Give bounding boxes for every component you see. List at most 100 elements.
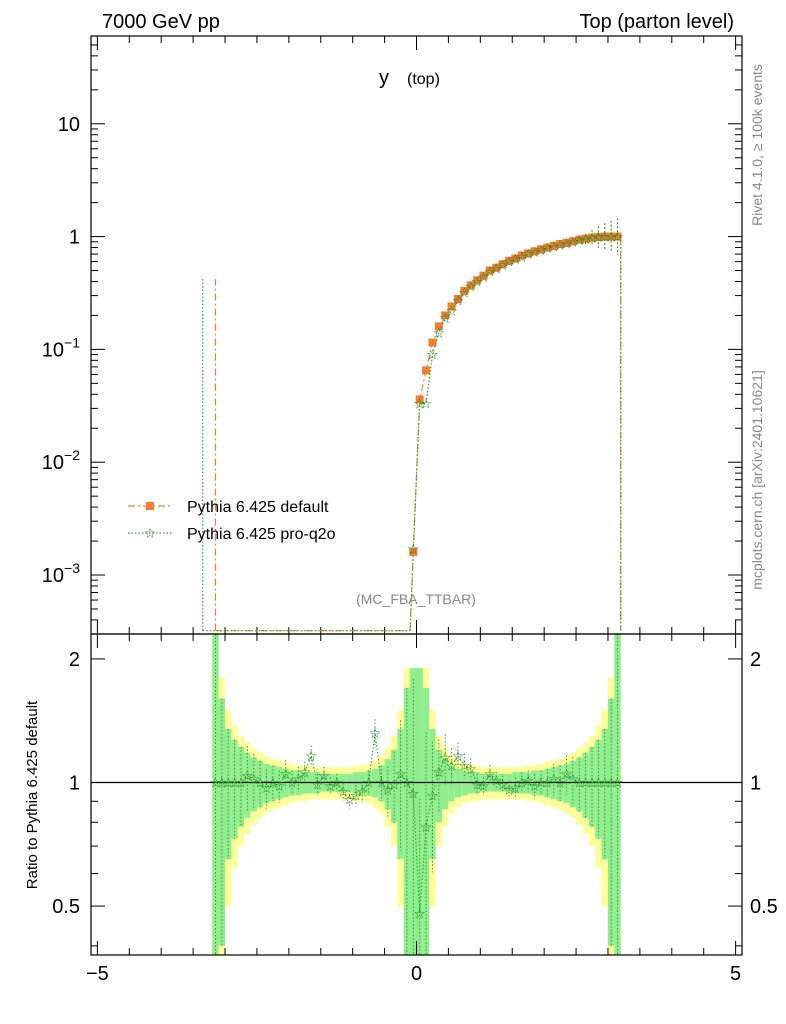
ratio-band-inner: [250, 757, 257, 812]
ratio-xtick-label: 0: [411, 963, 422, 985]
ratio-band-inner: [422, 687, 430, 955]
ratio-point: ☆: [394, 766, 407, 782]
series-point-default: [556, 239, 565, 248]
ratio-point: ☆: [445, 758, 458, 774]
ratio-point: ☆: [222, 774, 235, 790]
series-point-proq2o: ☆: [464, 279, 477, 295]
ratio-band-inner: [390, 749, 398, 823]
series-point-proq2o: ☆: [477, 269, 490, 285]
ratio-point: ☆: [611, 774, 624, 790]
ratio-point: ☆: [573, 774, 586, 790]
ratio-point: ☆: [356, 784, 369, 800]
ratio-point: ☆: [439, 750, 452, 766]
ratio-point: ☆: [567, 771, 580, 787]
main-ytick-label: 10: [58, 114, 80, 136]
ratio-point: ☆: [496, 776, 509, 792]
main-series: ☆☆☆☆☆☆☆☆☆☆☆☆☆☆☆☆☆☆☆☆☆☆☆☆☆☆☆☆☆☆☆☆☆: [202, 218, 624, 632]
ratio-point: ☆: [267, 774, 280, 790]
series-point-default: [409, 547, 418, 556]
ratio-point: ☆: [292, 771, 305, 787]
series-point-default: [485, 266, 494, 275]
ratio-point: ☆: [554, 774, 567, 790]
series-point-default: [613, 232, 622, 241]
legend-label-proq2o: Pythia 6.425 pro-q2o: [187, 526, 336, 543]
legend: Pythia 6.425 default ☆ Pythia 6.425 pro-…: [128, 499, 336, 543]
series-point-proq2o: ☆: [547, 238, 560, 254]
ratio-point: ☆: [458, 758, 471, 774]
series-point-default: [453, 294, 462, 303]
main-title-sub: (top): [407, 71, 440, 88]
ratio-xtick-label: 5: [730, 963, 741, 985]
main-ytick-label: 10−3: [42, 560, 80, 587]
ratio-band-inner: [212, 634, 219, 955]
ratio-point: ☆: [254, 774, 267, 790]
process-label: Top (parton level): [579, 11, 734, 33]
series-point-default: [428, 338, 437, 347]
ratio-point: ☆: [535, 774, 548, 790]
series-point-proq2o: ☆: [509, 251, 522, 267]
ratio-point: ☆: [426, 787, 439, 803]
ratio-point: ☆: [560, 766, 573, 782]
series-line-1: [409, 235, 618, 631]
analysis-watermark: (MC_FBA_TTBAR): [356, 591, 476, 607]
ratio-point: ☆: [241, 768, 254, 784]
ratio-point: ☆: [401, 774, 414, 790]
ratio-point: ☆: [388, 776, 401, 792]
ratio-point: ☆: [516, 774, 529, 790]
ratio-point: ☆: [477, 778, 490, 794]
ratio-band-inner: [429, 728, 436, 860]
ratio-band-inner: [410, 668, 417, 955]
ratio-point: ☆: [311, 776, 324, 792]
ratio-point: ☆: [350, 787, 363, 803]
series-point-default: [492, 263, 501, 272]
series-point-proq2o: ☆: [598, 229, 611, 245]
ratio-ylabel: Ratio to Pythia 6.425 default: [24, 700, 41, 889]
ratio-point: ☆: [413, 905, 426, 921]
ratio-point: ☆: [522, 773, 535, 789]
series-point-default: [517, 251, 526, 260]
ratio-series-line: [215, 732, 618, 914]
series-point-proq2o: ☆: [528, 244, 541, 260]
series-point-default: [498, 260, 507, 269]
series-point-proq2o: ☆: [586, 230, 599, 246]
ratio-band-inner: [256, 760, 264, 808]
legend-label-default: Pythia 6.425 default: [187, 499, 329, 516]
series-point-proq2o: ☆: [605, 229, 618, 245]
series-point-default: [473, 276, 482, 285]
series-point-proq2o: ☆: [522, 246, 535, 262]
series-point-proq2o: ☆: [611, 229, 624, 245]
ratio-ytick-label-right: 0.5: [750, 896, 778, 918]
ratio-point: ☆: [343, 791, 356, 807]
ratio-point: ☆: [509, 780, 522, 796]
ratio-point: ☆: [228, 774, 241, 790]
ratio-xtick-label: −5: [86, 963, 109, 985]
series-point-proq2o: ☆: [554, 237, 567, 253]
ratio-band-inner: [225, 728, 232, 860]
main-ytick-label: 1: [69, 227, 80, 249]
ratio-point: ☆: [528, 778, 541, 794]
ratio-point: ☆: [503, 782, 516, 798]
ratio-point: ☆: [369, 725, 382, 741]
ratio-point: ☆: [247, 771, 260, 787]
energy-label: 7000 GeV pp: [102, 11, 220, 33]
main-ytick-label: 10−1: [42, 334, 80, 361]
main-title: y: [379, 67, 389, 89]
series-point-default: [434, 322, 443, 331]
ratio-point: ☆: [541, 774, 554, 790]
series-point-default: [530, 247, 539, 256]
ratio-point: ☆: [209, 774, 222, 790]
series-point-default: [422, 366, 431, 375]
main-ytick-label: 10−2: [42, 447, 80, 474]
series-point-proq2o: ☆: [573, 232, 586, 248]
ratio-point: ☆: [324, 778, 337, 794]
series-point-proq2o: ☆: [471, 273, 484, 289]
ratio-band-inner: [550, 767, 557, 800]
ratio-point: ☆: [375, 774, 388, 790]
series-point-proq2o: ☆: [420, 396, 433, 412]
ratio-point: ☆: [547, 771, 560, 787]
ratio-point: ☆: [420, 819, 433, 835]
series-point-proq2o: ☆: [439, 310, 452, 326]
ratio-frame: [90, 633, 743, 956]
main-ytick-label-base: 10: [42, 452, 64, 474]
